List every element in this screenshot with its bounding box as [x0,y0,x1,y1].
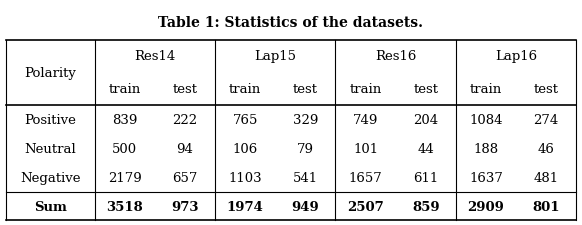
Text: 541: 541 [293,171,318,184]
Text: 749: 749 [353,113,378,126]
Text: 1084: 1084 [469,113,503,126]
Text: test: test [293,83,318,96]
Text: 204: 204 [413,113,438,126]
Text: Res14: Res14 [134,50,176,63]
Text: 859: 859 [412,200,439,213]
Text: train: train [229,83,261,96]
Text: test: test [534,83,559,96]
Text: train: train [470,83,502,96]
Text: train: train [109,83,141,96]
Text: 657: 657 [172,171,198,184]
Text: Lap16: Lap16 [495,50,537,63]
Text: 329: 329 [293,113,318,126]
Text: 2909: 2909 [467,200,505,213]
Text: 765: 765 [232,113,258,126]
Text: 101: 101 [353,142,378,155]
Text: test: test [413,83,438,96]
Text: 949: 949 [292,200,319,213]
Text: 1637: 1637 [469,171,503,184]
Text: 106: 106 [233,142,258,155]
Text: 79: 79 [297,142,314,155]
Text: Lap15: Lap15 [254,50,296,63]
Text: 274: 274 [534,113,559,126]
Text: 839: 839 [112,113,137,126]
Text: 94: 94 [176,142,193,155]
Text: 481: 481 [534,171,559,184]
Text: test: test [172,83,197,96]
Text: 44: 44 [417,142,434,155]
Text: 1974: 1974 [227,200,264,213]
Text: 3518: 3518 [107,200,143,213]
Text: Positive: Positive [24,113,76,126]
Text: 500: 500 [112,142,137,155]
Text: 188: 188 [473,142,498,155]
Text: Sum: Sum [34,200,67,213]
Text: 222: 222 [172,113,197,126]
Text: Table 1: Statistics of the datasets.: Table 1: Statistics of the datasets. [158,16,424,30]
Text: 2507: 2507 [347,200,384,213]
Text: Polarity: Polarity [24,66,76,79]
Text: 1657: 1657 [349,171,382,184]
Text: 46: 46 [538,142,555,155]
Text: Neutral: Neutral [24,142,76,155]
Text: 1103: 1103 [228,171,262,184]
Text: train: train [349,83,382,96]
Text: 973: 973 [171,200,198,213]
Text: 801: 801 [533,200,560,213]
Text: Res16: Res16 [375,50,416,63]
Text: 2179: 2179 [108,171,141,184]
Text: Negative: Negative [20,171,80,184]
Text: 611: 611 [413,171,438,184]
